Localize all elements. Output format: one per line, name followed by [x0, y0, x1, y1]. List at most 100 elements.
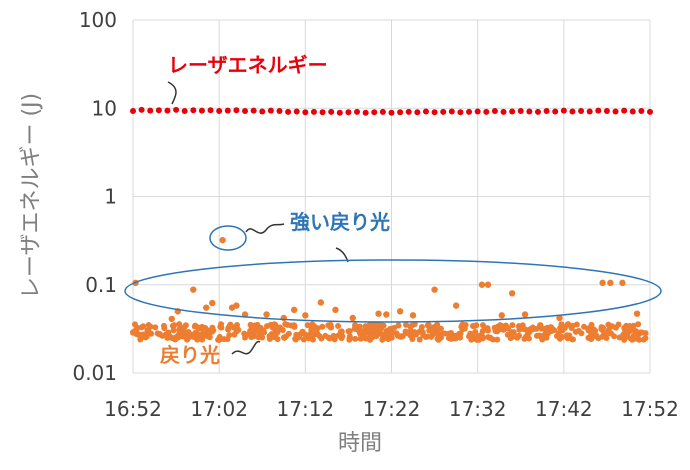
return-point	[639, 329, 646, 336]
return-point	[362, 323, 369, 330]
laser-point	[233, 107, 240, 114]
return-point	[515, 323, 522, 330]
return-point	[630, 332, 637, 339]
laser-point	[198, 107, 205, 114]
return-point	[494, 336, 501, 343]
return-point	[607, 279, 614, 287]
return-point	[481, 325, 488, 332]
laser-point	[259, 108, 266, 115]
return-point	[409, 312, 417, 319]
y-tick-label: 0.1	[85, 273, 117, 297]
return-point	[630, 322, 637, 329]
strong-return-circle	[209, 225, 247, 251]
return-point	[203, 304, 210, 311]
return-point	[510, 329, 517, 336]
return-point	[469, 323, 476, 330]
laser-point	[629, 108, 636, 115]
laser-point	[414, 109, 421, 116]
laser-point	[534, 108, 541, 115]
return-point	[190, 286, 197, 293]
laser-point	[216, 108, 223, 115]
return-point	[291, 322, 298, 329]
laser-point	[155, 107, 162, 114]
return-point	[605, 321, 612, 328]
return-point	[282, 321, 289, 328]
x-tick-label: 17:02	[190, 397, 248, 421]
laser-point	[483, 108, 490, 115]
laser-point	[474, 108, 481, 115]
return-point	[509, 322, 516, 329]
return-point	[491, 324, 498, 331]
return-point	[332, 306, 339, 314]
y-tick-label: 1	[104, 185, 117, 209]
return-point	[478, 281, 486, 288]
return-light-series	[130, 236, 649, 343]
laser-point	[509, 108, 516, 115]
return-point	[358, 334, 365, 341]
laser-point	[190, 107, 197, 114]
return-point	[584, 325, 591, 332]
laser-point	[371, 109, 378, 116]
return-point	[191, 333, 198, 340]
return-point	[282, 333, 289, 340]
laser-point	[397, 109, 404, 116]
laser-point	[345, 109, 352, 116]
return-point	[422, 333, 429, 340]
laser-point	[181, 108, 188, 115]
return-point	[233, 322, 240, 329]
laser-point	[319, 109, 326, 116]
strong-return-label: 強い戻り光	[290, 210, 390, 234]
return-point	[292, 335, 299, 342]
return-point	[507, 335, 514, 342]
laser-point	[250, 107, 257, 114]
laser-point	[310, 108, 317, 115]
return-point	[497, 322, 504, 329]
return-point	[169, 322, 176, 329]
return-point	[521, 311, 529, 318]
laser-point	[173, 106, 180, 113]
return-point	[317, 299, 325, 306]
return-point	[416, 336, 423, 343]
return-point	[270, 334, 277, 341]
return-point	[564, 321, 571, 328]
return-point	[382, 330, 389, 337]
return-point	[169, 335, 176, 342]
return-point	[345, 328, 352, 335]
return-point	[299, 328, 306, 335]
laser-point	[242, 108, 249, 115]
return-point	[407, 323, 414, 330]
return-point	[263, 323, 270, 330]
return-point	[371, 324, 378, 331]
strong-return-leader	[245, 223, 285, 234]
y-tick-label: 10	[92, 96, 117, 120]
return-light-label: 戻り光	[160, 343, 220, 367]
return-point	[140, 323, 147, 330]
laser-energy-series	[130, 106, 653, 116]
x-tick-label: 17:52	[621, 397, 679, 421]
return-point	[388, 334, 395, 341]
return-point	[327, 324, 334, 331]
return-point	[259, 334, 266, 341]
return-point	[418, 323, 425, 330]
return-point	[395, 322, 402, 329]
return-point	[599, 279, 606, 287]
laser-point	[560, 107, 567, 114]
return-point	[160, 322, 167, 329]
laser-point	[621, 107, 628, 114]
return-point	[219, 236, 226, 244]
return-region-ellipse	[124, 259, 662, 323]
return-point	[310, 322, 317, 329]
return-label-leader	[231, 340, 261, 355]
return-point	[452, 302, 460, 309]
return-point	[231, 331, 238, 338]
return-point	[623, 322, 630, 329]
return-point	[216, 333, 223, 340]
laser-point	[293, 108, 300, 115]
return-point	[177, 325, 184, 332]
return-point	[209, 299, 216, 307]
return-point	[226, 323, 233, 330]
y-axis-title: レーザエネルギー (J)	[19, 93, 44, 299]
return-point	[302, 312, 309, 319]
return-point	[352, 322, 359, 329]
